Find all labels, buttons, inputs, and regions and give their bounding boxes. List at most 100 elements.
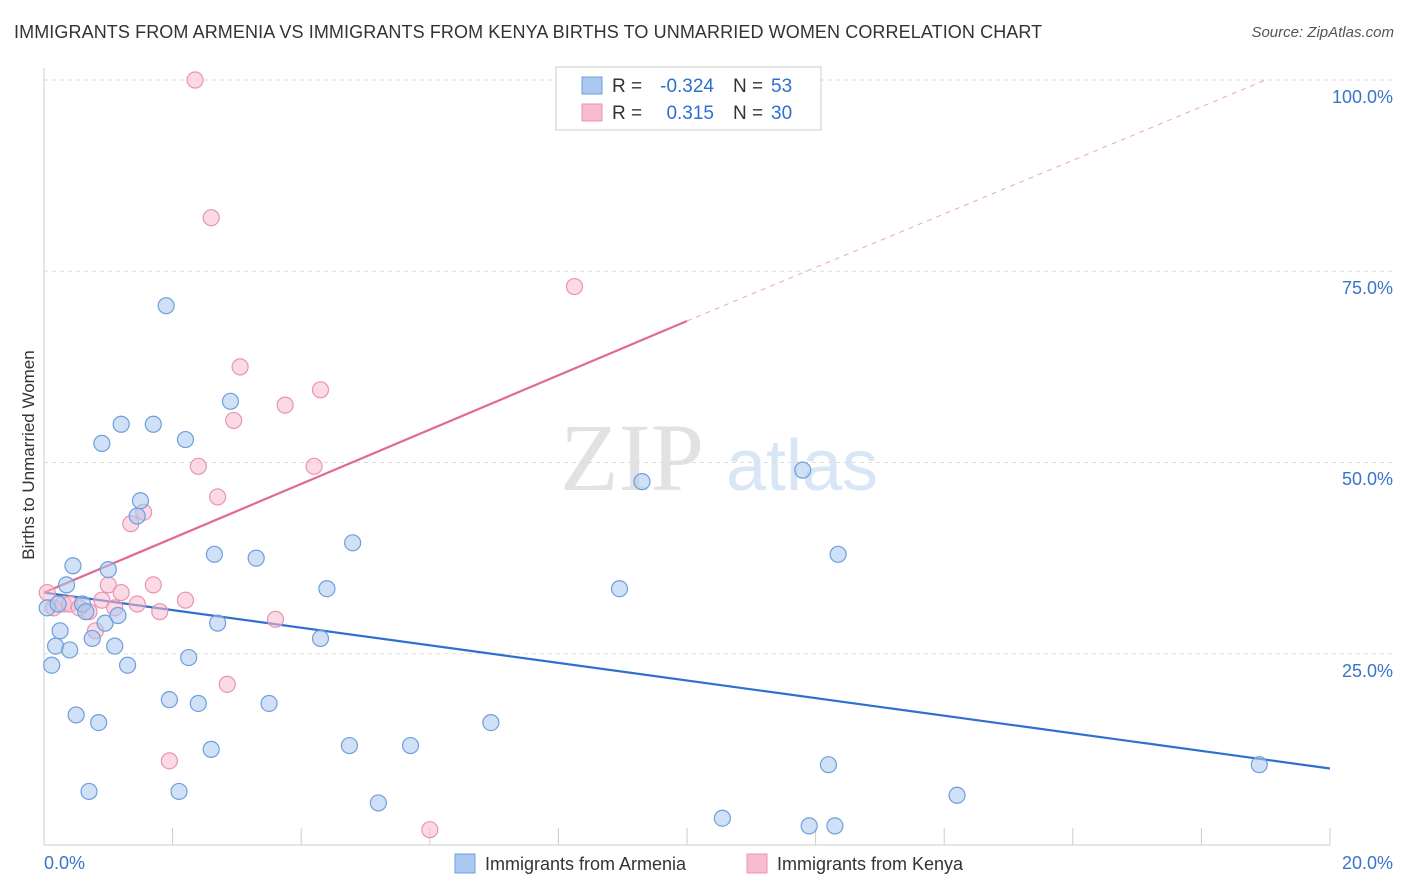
armenia-point: [340, 736, 359, 755]
armenia-point: [51, 622, 69, 640]
watermark-zip: ZIP: [560, 404, 704, 511]
stats-legend-kenya-r-label: R =: [612, 103, 642, 124]
trend-lines: [43, 79, 1331, 770]
y-axis-title: Births to Unmarried Women: [19, 350, 38, 559]
armenia-point: [482, 713, 500, 732]
kenya-point: [128, 595, 146, 613]
kenya-trend-extension: [686, 79, 1266, 322]
kenya-point: [266, 610, 285, 628]
kenya-point: [305, 457, 323, 475]
armenia-point: [401, 736, 420, 755]
kenya-point: [151, 603, 169, 621]
armenia-points: [38, 297, 1268, 835]
legend-armenia-label: Immigrants from Armenia: [485, 854, 687, 874]
kenya-point: [93, 591, 111, 609]
armenia-point: [83, 629, 101, 648]
armenia-point: [826, 817, 844, 835]
kenya-point: [176, 591, 195, 609]
y-tick-label-100: 100.0%: [1332, 87, 1393, 107]
armenia-point: [128, 507, 146, 525]
armenia-point: [1250, 756, 1268, 774]
armenia-point: [610, 580, 629, 598]
armenia-point: [633, 473, 651, 491]
armenia-point: [170, 782, 188, 801]
kenya-point: [276, 396, 294, 414]
watermark: ZIP atlas: [560, 404, 878, 511]
legend-kenya-swatch: [746, 853, 768, 874]
kenya-point: [144, 576, 162, 594]
armenia-point: [800, 817, 818, 835]
armenia-point: [61, 641, 79, 659]
armenia-point: [221, 392, 240, 410]
stats-legend-armenia-n-label: N =: [733, 76, 763, 97]
armenia-point: [49, 595, 67, 613]
axes: [43, 68, 1331, 846]
armenia-point: [160, 691, 178, 709]
armenia-point: [202, 740, 220, 758]
armenia-point: [93, 434, 111, 452]
chart-title: IMMIGRANTS FROM ARMENIA VS IMMIGRANTS FR…: [14, 22, 1043, 42]
armenia-point: [209, 614, 227, 632]
armenia-point: [189, 694, 207, 713]
kenya-point: [231, 358, 249, 376]
y-tick-label-50: 50.0%: [1342, 469, 1393, 489]
stats-legend-kenya-n-label: N =: [733, 103, 763, 124]
kenya-point: [565, 277, 584, 296]
x-tick-label-max: 20.0%: [1342, 853, 1393, 873]
stats-legend-armenia-r-label: R =: [612, 76, 642, 97]
armenia-point: [344, 534, 362, 552]
armenia-point: [46, 637, 65, 655]
kenya-trend-line: [43, 319, 688, 594]
armenia-point: [144, 415, 162, 433]
kenya-point: [160, 752, 178, 770]
kenya-point: [209, 488, 227, 506]
kenya-point: [311, 381, 330, 399]
armenia-point: [43, 656, 61, 674]
stats-legend-kenya-r-value: 0.315: [666, 103, 714, 124]
armenia-point: [64, 557, 82, 575]
armenia-point: [369, 794, 387, 812]
kenya-point: [421, 821, 439, 839]
armenia-point: [713, 809, 731, 827]
armenia-point: [99, 560, 117, 579]
armenia-point: [112, 415, 130, 433]
legend-kenya-label: Immigrants from Kenya: [777, 854, 964, 874]
armenia-point: [77, 603, 95, 621]
armenia-point: [106, 637, 124, 655]
armenia-point: [948, 786, 966, 804]
stats-legend-armenia-r-value: -0.324: [660, 76, 714, 97]
legend-armenia-swatch: [454, 853, 476, 874]
armenia-point: [67, 706, 85, 724]
armenia-point: [80, 782, 98, 801]
armenia-point: [157, 297, 175, 315]
armenia-point: [260, 694, 278, 713]
kenya-point: [202, 209, 220, 227]
kenya-point: [218, 675, 236, 693]
armenia-point: [819, 756, 838, 774]
source-attribution: Source: ZipAtlas.com: [1251, 24, 1394, 41]
y-tick-label-25: 25.0%: [1342, 661, 1393, 681]
armenia-point: [829, 545, 847, 563]
armenia-point: [247, 549, 265, 567]
series-legend: Immigrants from Armenia Immigrants from …: [454, 853, 964, 874]
kenya-point: [186, 71, 204, 89]
armenia-point: [176, 430, 195, 449]
stats-legend: R = -0.324 N = 53 R = 0.315 N = 30: [555, 66, 822, 131]
stats-legend-armenia-swatch: [581, 76, 603, 95]
armenia-point: [180, 648, 198, 667]
kenya-point: [112, 583, 130, 602]
armenia-point: [109, 606, 127, 625]
x-tick-label-min: 0.0%: [44, 853, 85, 873]
stats-legend-armenia-n-value: 53: [771, 76, 792, 97]
armenia-point: [90, 713, 108, 732]
armenia-point: [57, 576, 76, 594]
armenia-trend-line: [43, 591, 1331, 770]
armenia-point: [131, 492, 150, 510]
kenya-point: [225, 411, 243, 430]
stats-legend-kenya-swatch: [581, 103, 603, 122]
armenia-point: [118, 656, 137, 674]
kenya-point: [189, 457, 207, 475]
armenia-point: [794, 461, 812, 479]
